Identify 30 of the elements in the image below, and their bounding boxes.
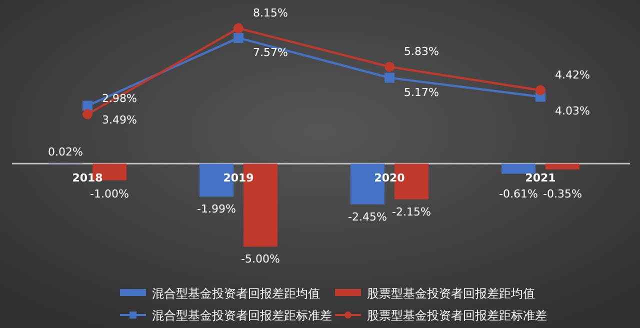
data-label: -0.35%: [543, 188, 582, 201]
legend-label: 混合型基金投资者回报差距均值: [152, 286, 320, 300]
data-label: -1.99%: [197, 202, 236, 216]
data-label: -1.00%: [90, 188, 129, 201]
legend-label: 混合型基金投资者回报差距标准差: [152, 308, 332, 322]
data-label: 4.42%: [555, 68, 590, 82]
data-label: 3.49%: [102, 114, 137, 127]
legend-label: 股票型基金投资者回报差距均值: [367, 286, 535, 300]
data-label: -5.00%: [241, 252, 280, 266]
x-tick-label: 2020: [374, 172, 406, 185]
data-label: -2.45%: [348, 210, 387, 224]
point: [384, 72, 394, 83]
data-label: 7.57%: [253, 46, 288, 59]
x-tick-label: 2019: [223, 172, 254, 185]
point: [234, 32, 244, 43]
point: [234, 23, 244, 34]
x-tick-label: 2021: [525, 172, 556, 185]
data-label: 5.83%: [404, 44, 439, 58]
point: [82, 100, 92, 111]
x-tick-label: 2018: [72, 172, 103, 185]
point: [82, 109, 92, 120]
data-label: 8.15%: [253, 6, 288, 20]
data-label: -2.15%: [392, 205, 431, 218]
data-label: -0.61%: [499, 188, 538, 201]
point: [384, 62, 394, 72]
data-label: 0.02%: [48, 145, 83, 158]
data-label: 4.03%: [555, 104, 590, 118]
point: [536, 85, 546, 96]
data-label: 5.17%: [404, 86, 439, 99]
legend-label: 股票型基金投资者回报差距标准差: [367, 308, 547, 322]
